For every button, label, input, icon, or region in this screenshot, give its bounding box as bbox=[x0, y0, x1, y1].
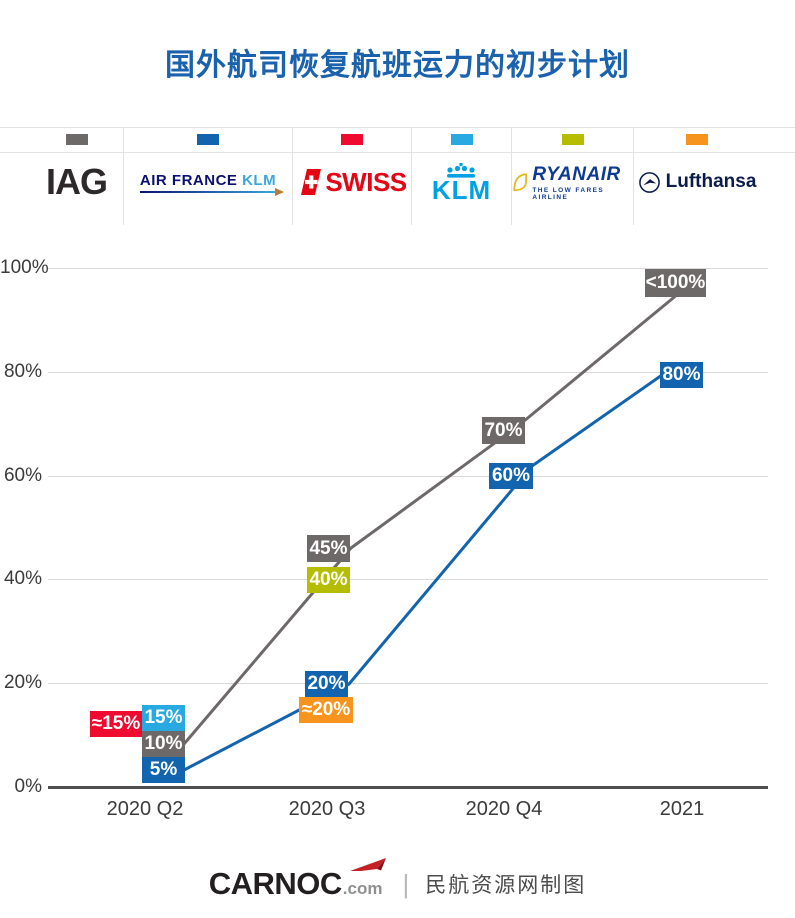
gridline bbox=[48, 371, 768, 373]
series-line-air-france-klm bbox=[183, 373, 663, 772]
ryanair-logo: RYANAIR THE LOW FARES AIRLINE bbox=[512, 146, 633, 218]
ryanair-harp-icon bbox=[513, 173, 528, 192]
legend-color-square bbox=[450, 134, 473, 145]
carnoc-swoosh-icon bbox=[350, 858, 387, 871]
footer: CARNOC .com | 民航资源网制图 bbox=[0, 858, 795, 908]
data-label-iag: 70% bbox=[482, 417, 525, 444]
gridline bbox=[48, 268, 768, 269]
iag-logo-text: IAG bbox=[45, 161, 108, 202]
data-label-air-france-klm: 80% bbox=[660, 362, 703, 388]
legend-color-square bbox=[197, 134, 219, 145]
klm-logo-text: KLM bbox=[431, 174, 492, 205]
carnoc-logo: CARNOC .com bbox=[208, 858, 387, 902]
y-axis-tick-label: 60% bbox=[3, 464, 42, 486]
series-line-iag bbox=[182, 292, 679, 745]
airfrance-klm-logo: AIR FRANCE KLM bbox=[139, 146, 285, 218]
data-label-air-france-klm: 5% bbox=[142, 757, 185, 783]
legend-cell-airfrance-klm: AIR FRANCE KLM bbox=[124, 127, 293, 225]
swiss-tailfin-icon bbox=[301, 169, 322, 195]
legend: IAG AIR FRANCE KLM bbox=[30, 127, 760, 225]
iag-logo: IAG bbox=[45, 146, 108, 218]
legend-cell-ryanair: RYANAIR THE LOW FARES AIRLINE bbox=[512, 127, 634, 225]
legend-color-square bbox=[561, 134, 584, 145]
page-title: 国外航司恢复航班运力的初步计划 bbox=[165, 49, 630, 82]
data-label-iag: <100% bbox=[645, 269, 706, 297]
airfrance-logo-text: AIR FRANCE bbox=[139, 171, 238, 189]
legend-mid-divider bbox=[0, 152, 795, 153]
data-label-swiss: ≈15% bbox=[90, 711, 142, 737]
lufthansa-logo-text: Lufthansa bbox=[665, 171, 757, 192]
x-axis-tick-label: 2021 bbox=[659, 798, 705, 820]
data-label-klm: 15% bbox=[142, 705, 185, 731]
data-label-ryanair: 40% bbox=[307, 567, 350, 593]
x-axis-tick-label: 2020 Q4 bbox=[465, 798, 543, 820]
legend-cell-swiss: SWISS bbox=[293, 127, 412, 225]
y-axis-tick-label: 40% bbox=[3, 568, 42, 590]
data-label-lufthansa: ≈20% bbox=[299, 697, 353, 723]
lufthansa-logo: Lufthansa bbox=[638, 146, 757, 218]
carnoc-logo-text: CARNOC bbox=[208, 866, 343, 901]
legend-cell-iag: IAG bbox=[30, 127, 124, 225]
legend-cell-lufthansa: Lufthansa bbox=[634, 127, 760, 225]
klm-logo: KLM bbox=[432, 146, 491, 218]
y-axis-tick-label: 20% bbox=[3, 672, 42, 694]
x-axis-tick-label: 2020 Q3 bbox=[288, 798, 366, 820]
gridline bbox=[48, 579, 768, 581]
arrow-icon bbox=[275, 187, 285, 196]
x-axis-tick-label: 2020 Q2 bbox=[106, 798, 184, 820]
airfrance-klm-logo-text: KLM bbox=[242, 171, 277, 189]
data-label-iag: 45% bbox=[307, 535, 350, 562]
airfrance-underline bbox=[139, 187, 285, 196]
lufthansa-crane-icon bbox=[638, 171, 660, 193]
legend-color-square bbox=[65, 134, 88, 145]
ryanair-logo-text: RYANAIR bbox=[532, 163, 621, 185]
swiss-logo: SWISS bbox=[297, 146, 407, 218]
y-axis-tick-label: 100% bbox=[0, 257, 49, 278]
gridline bbox=[48, 475, 768, 477]
footer-divider: | bbox=[402, 868, 410, 899]
y-axis-tick-label: 80% bbox=[3, 360, 42, 382]
footer-credit-text: 民航资源网制图 bbox=[425, 874, 587, 897]
legend-color-square bbox=[341, 134, 363, 145]
klm-crown-icon bbox=[447, 162, 476, 178]
x-axis-line bbox=[48, 786, 768, 789]
data-label-air-france-klm: 20% bbox=[305, 671, 348, 697]
legend-color-square bbox=[686, 134, 708, 145]
y-axis-tick-label: 0% bbox=[14, 776, 42, 797]
carnoc-com-text: .com bbox=[342, 879, 383, 898]
legend-top-divider bbox=[0, 127, 795, 128]
data-label-air-france-klm: 60% bbox=[489, 463, 533, 489]
ryanair-slogan-text: THE LOW FARES AIRLINE bbox=[532, 186, 605, 201]
gridline bbox=[48, 683, 768, 685]
data-label-iag: 10% bbox=[142, 731, 185, 757]
legend-cell-klm: KLM bbox=[412, 127, 512, 225]
swiss-logo-text: SWISS bbox=[325, 166, 407, 197]
